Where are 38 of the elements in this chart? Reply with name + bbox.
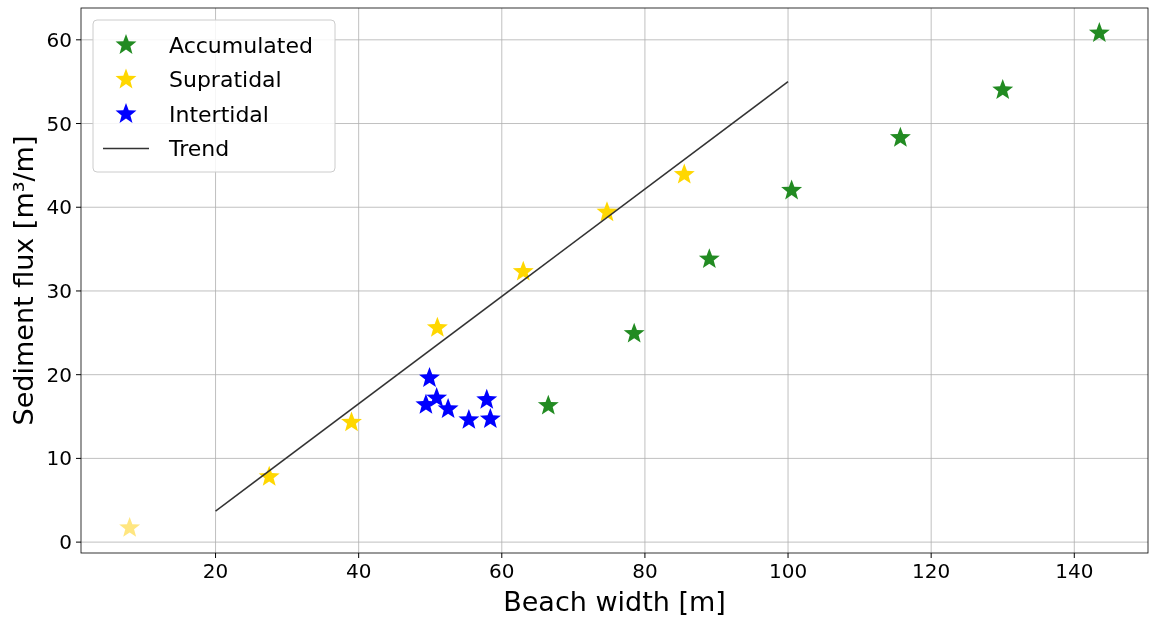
x-tick-label: 120 xyxy=(912,559,951,583)
point xyxy=(698,248,720,269)
x-tick-label: 20 xyxy=(202,559,229,583)
x-tick-label: 60 xyxy=(489,559,515,583)
point xyxy=(437,398,459,418)
point xyxy=(458,408,480,429)
point xyxy=(419,367,440,387)
point xyxy=(537,394,559,415)
point xyxy=(623,322,645,343)
point xyxy=(119,516,141,537)
legend-label: Supratidal xyxy=(169,67,282,93)
x-tick-label: 100 xyxy=(768,559,808,583)
point xyxy=(992,79,1014,99)
x-axis-title: Beach width [m] xyxy=(503,586,726,617)
point xyxy=(479,408,501,428)
x-tick-label: 80 xyxy=(632,559,658,583)
y-tick-label: 50 xyxy=(46,111,72,136)
point xyxy=(426,316,448,337)
y-tick-label: 0 xyxy=(59,530,72,555)
point xyxy=(889,126,911,147)
y-tick-label: 30 xyxy=(46,278,72,303)
legend-label: Accumulated xyxy=(169,32,313,58)
x-tick-label: 140 xyxy=(1055,559,1094,583)
x-tick-label: 40 xyxy=(345,559,372,583)
y-tick-label: 20 xyxy=(46,362,72,387)
point xyxy=(426,387,448,408)
legend-label: Trend xyxy=(168,136,230,162)
point xyxy=(476,388,498,409)
y-tick-label: 40 xyxy=(46,195,72,220)
y-axis-title: Sediment flux [m³/m] xyxy=(8,135,39,426)
point xyxy=(781,179,803,200)
point xyxy=(341,411,362,432)
point xyxy=(673,163,695,184)
point xyxy=(512,260,534,281)
point xyxy=(1088,22,1110,43)
legend-label: Intertidal xyxy=(169,101,269,127)
y-tick-label: 10 xyxy=(46,446,72,471)
y-tick-label: 60 xyxy=(46,27,72,52)
